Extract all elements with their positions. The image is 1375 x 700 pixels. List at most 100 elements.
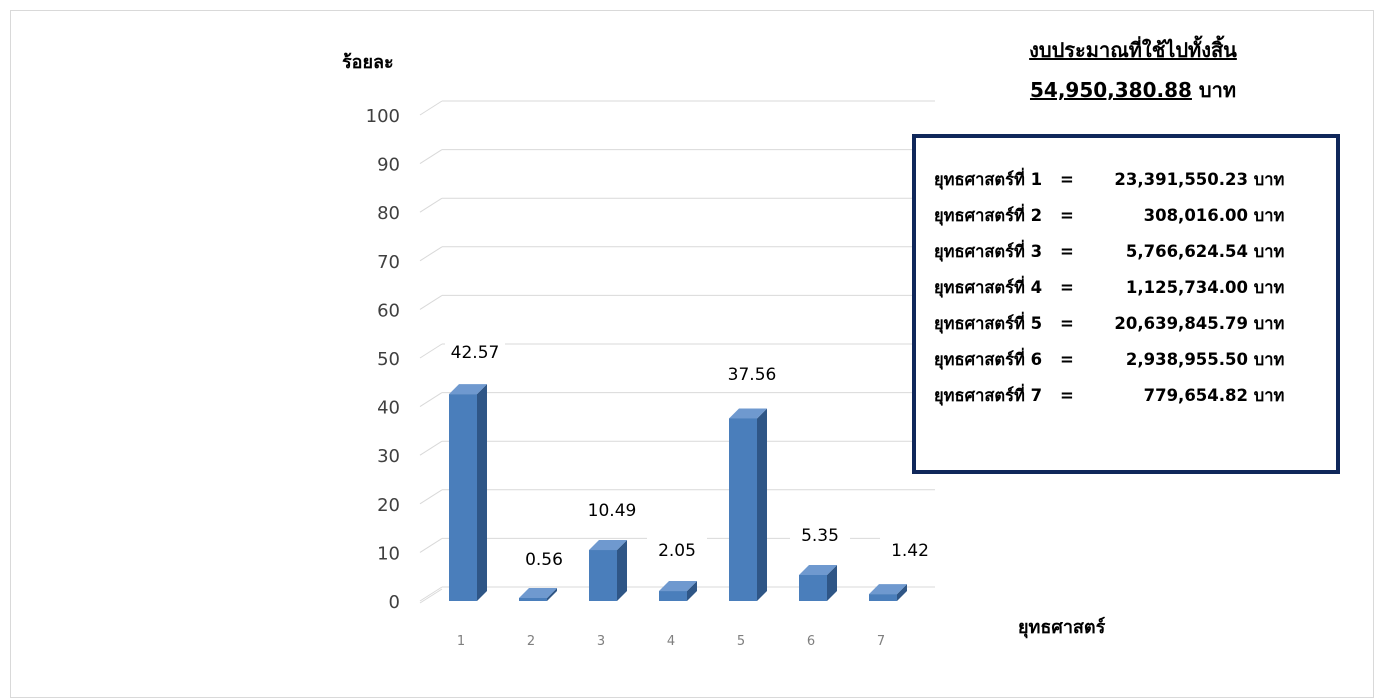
bar-side [687, 581, 697, 601]
total-amount: 54,950,380.88 [1029, 78, 1192, 102]
legend-amount: 23,391,550.23 [1114, 170, 1248, 189]
y-axis-label: ร้อยละ [342, 52, 394, 73]
y-tick-label: 0 [389, 592, 400, 613]
bar-side [547, 588, 557, 601]
bar-top [589, 540, 627, 551]
x-tick-label: 4 [667, 634, 675, 649]
legend-unit: บาท [1248, 242, 1285, 261]
x-axis-label: ยุทธศาสตร์ [1018, 617, 1106, 638]
y-tick-label: 50 [377, 349, 400, 370]
y-tick-label: 80 [377, 203, 400, 224]
legend-amount: 5,766,624.54 [1125, 242, 1248, 261]
bar-top [449, 384, 487, 395]
legend-row: ยุทธศาสตร์ที่ 2 = 308,016.00 บาท [934, 198, 1336, 234]
legend-unit: บาท [1248, 170, 1285, 189]
gridline-slant [419, 246, 443, 262]
gridline-slant [419, 343, 443, 359]
data-label-bg [790, 517, 850, 551]
bar-side [617, 540, 627, 601]
legend-name: ยุทธศาสตร์ที่ 2 [934, 206, 1043, 225]
legend-amount: 779,654.82 [1143, 386, 1248, 405]
gridline-slant [419, 100, 443, 116]
y-tick-label: 90 [377, 155, 400, 176]
bar [449, 394, 477, 601]
legend-eq: = [1060, 350, 1074, 369]
legend-eq: = [1060, 278, 1074, 297]
x-tick-label: 5 [737, 634, 745, 649]
bar-top [519, 588, 557, 598]
legend-unit: บาท [1248, 206, 1285, 225]
legend-row: ยุทธศาสตร์ที่ 7 = 779,654.82 บาท [934, 378, 1336, 414]
legend-unit: บาท [1248, 314, 1285, 333]
y-tick-label: 100 [366, 106, 400, 127]
floor-edge [419, 588, 443, 604]
data-label: 0.56 [525, 550, 563, 570]
legend-row: ยุทธศาสตร์ที่ 1 = 23,391,550.23 บาท [934, 162, 1336, 198]
x-tick-label: 3 [597, 634, 605, 649]
legend-row: ยุทธศาสตร์ที่ 5 = 20,639,845.79 บาท [934, 306, 1336, 342]
data-label-bg [722, 356, 782, 390]
legend-row: ยุทธศาสตร์ที่ 3 = 5,766,624.54 บาท [934, 234, 1336, 270]
title-line: งบประมาณที่ใช้ไปทั้งสิ้น [1029, 38, 1237, 62]
bar [519, 598, 547, 601]
total-unit: บาท [1198, 78, 1237, 102]
data-label-bg [582, 492, 642, 526]
legend-eq: = [1060, 386, 1074, 405]
legend-row: ยุทธศาสตร์ที่ 6 = 2,938,955.50 บาท [934, 342, 1336, 378]
x-tick-label: 1 [457, 634, 465, 649]
legend-amount: 20,639,845.79 [1114, 314, 1248, 333]
legend-name: ยุทธศาสตร์ที่ 5 [934, 314, 1043, 333]
legend-eq: = [1060, 170, 1074, 189]
y-tick-label: 70 [377, 252, 400, 273]
y-tick-label: 10 [377, 543, 400, 564]
data-label-bg [880, 532, 940, 566]
data-label-bg [514, 541, 574, 575]
y-tick-label: 60 [377, 300, 400, 321]
chart-frame [10, 10, 1374, 698]
bar-side [827, 564, 837, 601]
bar-side [897, 584, 907, 601]
legend-eq: = [1060, 314, 1074, 333]
bar [729, 418, 757, 601]
bar-top [869, 584, 907, 595]
bar [659, 591, 687, 601]
bar [589, 550, 617, 601]
data-label: 1.42 [891, 541, 929, 561]
gridline-slant [419, 392, 443, 408]
legend-amount: 1,125,734.00 [1125, 278, 1248, 297]
data-label: 5.35 [801, 526, 839, 546]
legend-name: ยุทธศาสตร์ที่ 7 [934, 386, 1043, 405]
data-label: 42.57 [451, 343, 500, 363]
title-total: 54,950,380.88 บาท [968, 70, 1298, 110]
bar [799, 574, 827, 601]
legend-amount: 2,938,955.50 [1125, 350, 1248, 369]
legend-name: ยุทธศาสตร์ที่ 1 [934, 170, 1043, 189]
data-label: 37.56 [728, 365, 777, 385]
chart-title: งบประมาณที่ใช้ไปทั้งสิ้น 54,950,380.88 บ… [968, 30, 1298, 110]
data-label-bg [647, 532, 707, 566]
legend-unit: บาท [1248, 278, 1285, 297]
legend-eq: = [1060, 206, 1074, 225]
gridline-slant [419, 537, 443, 553]
legend-name: ยุทธศาสตร์ที่ 3 [934, 242, 1043, 261]
budget-legend: ยุทธศาสตร์ที่ 1 = 23,391,550.23 บาท ยุทธศาส… [912, 134, 1340, 474]
x-tick-label: 7 [877, 634, 885, 649]
gridline-slant [419, 586, 443, 602]
bar-side [757, 408, 767, 601]
gridline-slant [419, 489, 443, 505]
data-label: 10.49 [588, 501, 637, 521]
bar [869, 594, 897, 601]
x-tick-label: 2 [527, 634, 535, 649]
legend-unit: บาท [1248, 350, 1285, 369]
data-label-bg [445, 334, 505, 368]
y-tick-label: 30 [377, 446, 400, 467]
legend-eq: = [1060, 242, 1074, 261]
bar-top [799, 564, 837, 575]
gridline-slant [419, 197, 443, 213]
bar-top [729, 408, 767, 419]
gridline-slant [419, 149, 443, 165]
legend-row: ยุทธศาสตร์ที่ 4 = 1,125,734.00 บาท [934, 270, 1336, 306]
gridline-slant [419, 440, 443, 456]
legend-name: ยุทธศาสตร์ที่ 6 [934, 350, 1043, 369]
